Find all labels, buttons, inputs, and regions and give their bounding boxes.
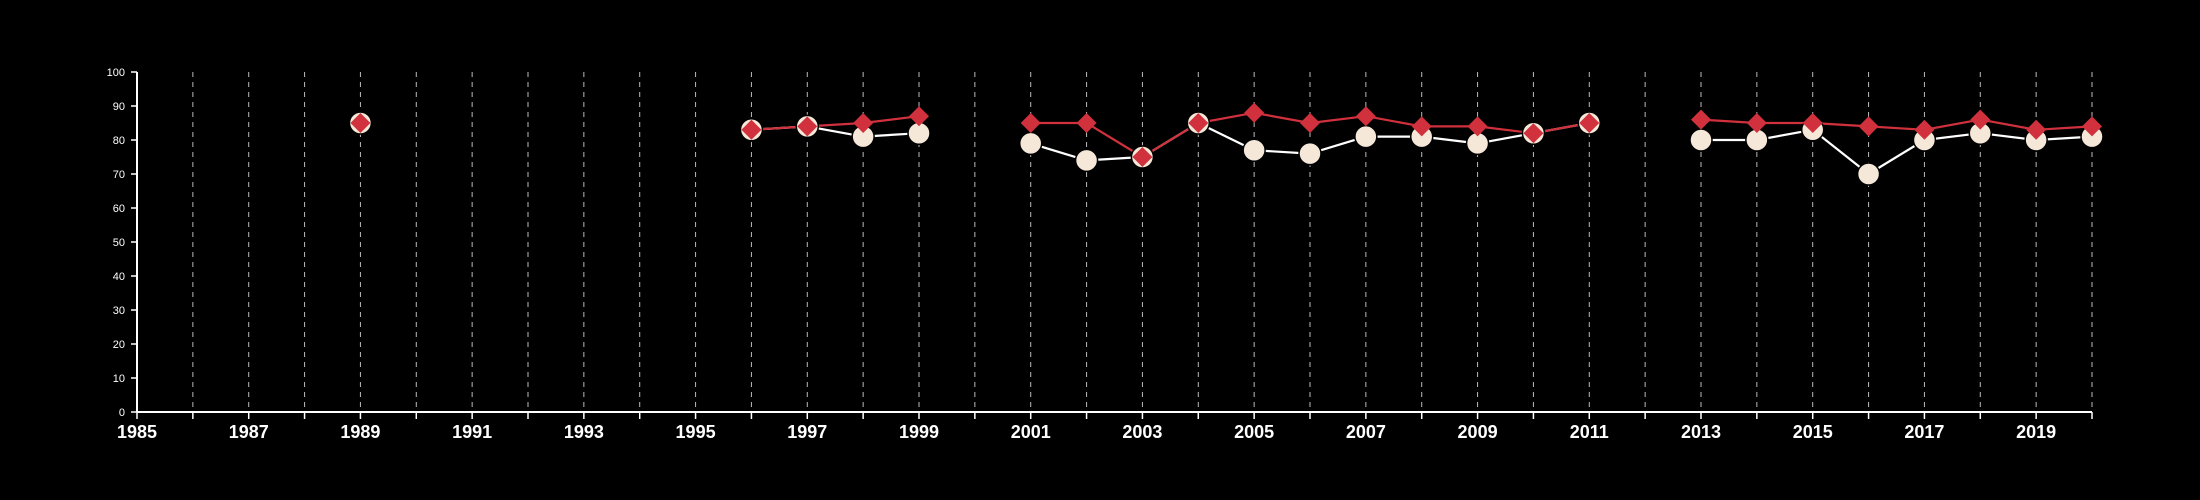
data-point-diamond <box>1467 116 1488 137</box>
x-tick-label: 1997 <box>787 422 827 442</box>
y-tick-label: 10 <box>113 373 125 385</box>
data-point-diamond <box>1188 113 1209 133</box>
data-point-diamond <box>797 116 818 137</box>
data-point-diamond <box>350 113 371 133</box>
x-tick-label: 2013 <box>1681 422 1721 442</box>
x-tick-label: 2001 <box>1011 422 1051 442</box>
data-point-diamond <box>1579 113 1600 133</box>
y-tick-label: 100 <box>107 67 125 79</box>
data-point-diamond <box>1523 123 1544 144</box>
y-tick-label: 50 <box>113 237 125 249</box>
data-point-diamond <box>1300 113 1320 133</box>
data-point-circle <box>1074 148 1099 173</box>
series-line <box>751 115 920 131</box>
y-tick-label: 0 <box>119 407 125 419</box>
data-point-diamond <box>1020 113 1041 133</box>
data-point-diamond <box>1355 106 1376 127</box>
data-point-diamond <box>1076 113 1097 133</box>
data-point-diamond <box>1970 109 1991 130</box>
x-tick-label: 1993 <box>564 422 604 442</box>
data-point-circle <box>1018 131 1043 156</box>
x-tick-label: 1999 <box>899 422 939 442</box>
x-tick-label: 1995 <box>676 422 716 442</box>
data-point-diamond <box>2082 116 2102 137</box>
data-point-diamond <box>1858 116 1879 137</box>
data-point-diamond <box>1691 109 1711 130</box>
x-tick-label: 2015 <box>1793 422 1833 442</box>
y-tick-label: 80 <box>113 135 125 147</box>
x-tick-label: 1985 <box>117 422 157 442</box>
series-diamond-markers <box>350 102 2102 167</box>
grid-lines <box>192 72 2093 412</box>
y-tick-label: 40 <box>113 271 125 283</box>
x-tick-label: 2019 <box>2016 422 2056 442</box>
data-point-diamond <box>1746 113 1767 133</box>
y-tick-label: 20 <box>113 339 125 351</box>
axes: 0 10 20 30 40 50 60 70 80 90 100 1985 1987 1989 1991 19… <box>107 67 2093 442</box>
data-point-circle <box>1242 138 1266 162</box>
x-tick-label: 2007 <box>1346 422 1386 442</box>
x-tick-label: 1991 <box>452 422 492 442</box>
data-point-diamond <box>1132 147 1153 167</box>
x-tick-label: 2003 <box>1122 422 1162 442</box>
data-point-diamond <box>1244 102 1265 123</box>
x-tick-label: 2009 <box>1458 422 1498 442</box>
y-tick-label: 60 <box>113 203 125 215</box>
y-tick-label: 30 <box>113 305 125 317</box>
data-point-circle <box>1856 162 1881 186</box>
data-point-diamond <box>909 106 929 127</box>
series-circle-markers <box>348 111 2104 186</box>
x-tick-label: 2011 <box>1570 422 1609 442</box>
data-point-diamond <box>1914 119 1935 140</box>
data-point-diamond <box>1802 113 1823 133</box>
x-tick-label: 1989 <box>340 422 380 442</box>
data-point-diamond <box>741 119 762 140</box>
x-tick-label: 2017 <box>1904 422 1944 442</box>
data-point-circle <box>1689 128 1713 152</box>
data-point-diamond <box>1411 116 1432 137</box>
x-tick-label: 2005 <box>1234 422 1274 442</box>
data-point-diamond <box>853 113 874 133</box>
y-tick-label: 90 <box>113 101 125 113</box>
x-tick-label: 1987 <box>229 422 269 442</box>
data-point-circle <box>1298 141 1322 166</box>
data-point-diamond <box>2026 119 2047 140</box>
data-point-circle <box>1354 124 1378 149</box>
series-group <box>348 102 2104 186</box>
y-tick-label: 70 <box>113 169 125 181</box>
